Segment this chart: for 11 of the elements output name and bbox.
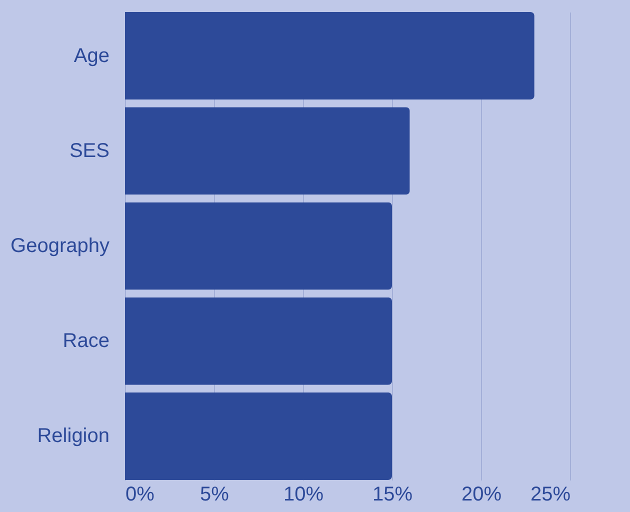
y-tick-label: Geography xyxy=(10,235,110,257)
y-tick-label: Race xyxy=(62,330,110,352)
x-tick-label: 5% xyxy=(200,484,230,506)
y-tick-label: Age xyxy=(74,44,110,67)
x-tick-label: 25% xyxy=(530,484,571,506)
x-tick-label: 20% xyxy=(461,484,502,506)
x-tick-label: 0% xyxy=(126,484,155,506)
y-tick-label: SES xyxy=(69,140,110,162)
x-tick-label: 10% xyxy=(283,484,324,506)
y-tick-label: Religion xyxy=(37,425,110,448)
x-tick-label: 15% xyxy=(372,484,413,506)
